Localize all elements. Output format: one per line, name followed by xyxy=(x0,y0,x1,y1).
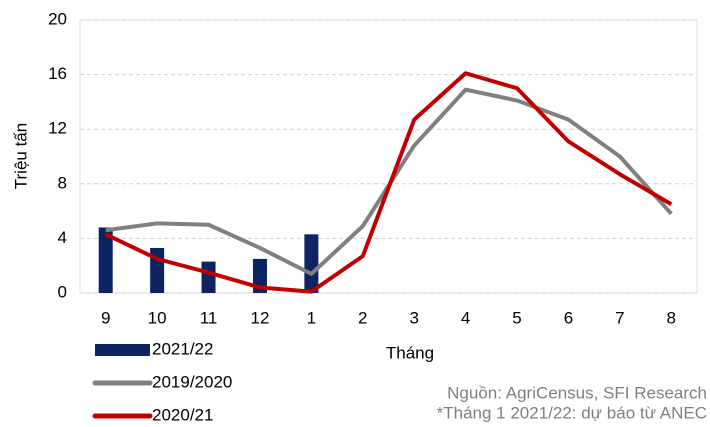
legend-label: 2020/21 xyxy=(152,405,213,424)
y-tick-label: 16 xyxy=(48,64,67,83)
legend-label: 2019/2020 xyxy=(152,372,232,391)
x-tick-label: 1 xyxy=(307,308,316,327)
line xyxy=(105,87,673,276)
y-axis-label: Triệu tấn xyxy=(11,123,30,189)
y-tick-label: 8 xyxy=(58,173,67,192)
x-tick-label: 5 xyxy=(512,308,521,327)
y-tick-label: 0 xyxy=(58,282,67,301)
x-tick-label: 12 xyxy=(250,308,269,327)
bar xyxy=(201,261,216,293)
x-tick-label: 9 xyxy=(101,308,110,327)
x-tick-label: 2 xyxy=(358,308,367,327)
x-tick-label: 6 xyxy=(564,308,573,327)
line xyxy=(104,71,673,294)
legend-swatch xyxy=(95,344,150,356)
annotation: *Tháng 1 2021/22: dự báo từ ANEC xyxy=(437,403,707,422)
x-tick-label: 4 xyxy=(461,308,470,327)
x-tick-label: 7 xyxy=(615,308,624,327)
y-tick-label: 20 xyxy=(48,9,67,28)
bar xyxy=(98,227,113,293)
annotation: Nguồn: AgriCensus, SFI Research xyxy=(447,383,707,402)
legend-label: 2021/22 xyxy=(152,339,213,358)
y-tick-label: 12 xyxy=(48,119,67,138)
x-tick-label: 8 xyxy=(667,308,676,327)
x-axis-label: Tháng xyxy=(386,343,434,362)
x-tick-label: 11 xyxy=(200,308,218,327)
x-tick-label: 10 xyxy=(148,308,167,327)
y-tick-label: 4 xyxy=(58,228,67,247)
bar xyxy=(304,234,319,293)
plot-frame xyxy=(79,19,698,294)
x-tick-label: 3 xyxy=(409,308,418,327)
